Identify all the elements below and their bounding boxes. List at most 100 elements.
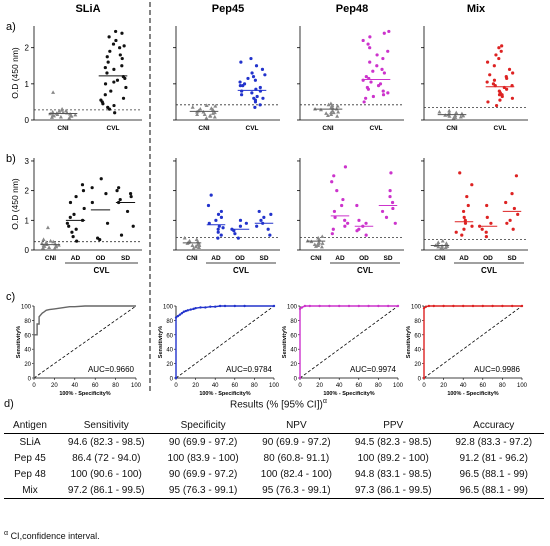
data-point — [331, 110, 336, 115]
category-label: OD — [359, 255, 369, 262]
x-tick-label: 40 — [212, 383, 219, 389]
data-point — [48, 238, 53, 243]
scatter-b-pep48: CNI AD OD SD CVL — [297, 158, 404, 275]
data-point — [463, 221, 468, 225]
y-tick-label: 20 — [166, 362, 173, 368]
data-point — [195, 239, 200, 244]
data-point — [67, 115, 72, 120]
data-point — [105, 221, 110, 225]
data-point — [484, 230, 488, 234]
x-tick-label: 0 — [32, 383, 36, 389]
y-tick-label: 60 — [414, 333, 421, 339]
roc-point — [204, 306, 207, 309]
data-point — [386, 91, 390, 95]
data-point — [129, 194, 133, 199]
data-point — [454, 110, 459, 115]
data-point — [371, 69, 375, 73]
category-label: AD — [459, 255, 469, 262]
data-point — [238, 218, 243, 222]
data-point — [470, 183, 474, 187]
table-footnote: α CI,confidence interval. — [4, 530, 100, 541]
data-point — [63, 108, 68, 113]
data-point — [497, 56, 501, 61]
y-tick-label: 100 — [163, 305, 174, 311]
data-point — [104, 192, 108, 196]
roc-point — [243, 304, 246, 308]
data-point — [343, 165, 348, 169]
data-point — [381, 93, 386, 97]
data-point — [328, 101, 333, 106]
data-point — [371, 94, 375, 99]
roc-mix: 0 20 40 60 80 100 0 20 40 60 80 100 100% - Specifici… — [406, 305, 528, 398]
roc-point — [298, 376, 302, 380]
data-point — [216, 236, 220, 240]
data-point — [369, 80, 373, 84]
header-sensitivity: Sensitivity — [56, 417, 157, 434]
header-antigen: Antigen — [4, 417, 56, 434]
reference-diagonal — [33, 305, 137, 379]
data-point — [335, 104, 340, 108]
y-tick-label: 0 — [418, 377, 422, 383]
data-point — [388, 194, 392, 199]
data-point — [511, 227, 515, 231]
data-point — [75, 239, 79, 243]
data-point — [510, 96, 514, 100]
data-point — [500, 44, 504, 48]
y-tick-label: 60 — [166, 333, 173, 339]
results-table-title: Results (% [95% CI])α — [230, 398, 327, 411]
table-cell: 96.5 (88.1 - 99) — [459, 468, 528, 480]
data-point — [103, 65, 107, 70]
data-point — [221, 226, 225, 230]
data-point — [335, 114, 340, 118]
table-cell: 90 (69.9 - 97.2) — [168, 436, 238, 448]
roc-point — [328, 304, 331, 308]
data-point — [462, 215, 466, 219]
data-point — [45, 225, 50, 230]
data-point — [460, 233, 464, 237]
data-point — [207, 221, 211, 225]
data-point — [258, 103, 262, 107]
antigen-title-pep45: Pep45 — [212, 3, 244, 15]
data-point — [458, 114, 463, 119]
data-point — [120, 56, 124, 61]
data-point — [219, 215, 224, 219]
data-point — [214, 218, 218, 222]
data-point — [512, 206, 516, 211]
category-label: CVL — [370, 125, 383, 132]
roc-point — [178, 313, 182, 316]
data-point — [112, 80, 116, 84]
data-point — [380, 67, 384, 71]
roc-point — [182, 310, 186, 313]
roc-point — [422, 376, 426, 380]
data-point — [202, 112, 207, 116]
data-point — [316, 240, 321, 244]
category-label: SD — [383, 255, 392, 262]
category-label: CVL — [107, 125, 120, 132]
data-point — [508, 218, 512, 222]
data-point — [489, 221, 493, 225]
y-tick-label: 1 — [25, 80, 30, 89]
data-point — [384, 215, 389, 219]
data-point — [444, 241, 449, 245]
data-point — [368, 46, 372, 50]
data-point — [39, 241, 44, 245]
roc-point — [338, 304, 341, 308]
category-label: CNI — [446, 125, 457, 132]
data-point — [497, 89, 501, 93]
roc-point — [471, 304, 475, 308]
data-point — [100, 100, 104, 104]
data-point — [343, 224, 347, 228]
auc-label: AUC=0.9784 — [226, 365, 273, 374]
data-point — [504, 200, 508, 205]
x-tick-label: 40 — [460, 383, 467, 389]
data-point — [74, 227, 78, 231]
x-tick-label: 80 — [499, 383, 506, 389]
y-axis-label: Sensitivity% — [158, 326, 164, 359]
data-point — [124, 85, 128, 90]
x-tick-label: 80 — [112, 383, 119, 389]
results-table: Antigen Sensitivity Specificity NPV PPV … — [4, 417, 544, 499]
footnote-sup: α — [4, 530, 9, 537]
data-point — [114, 29, 118, 34]
data-point — [122, 44, 126, 48]
data-point — [68, 200, 73, 205]
